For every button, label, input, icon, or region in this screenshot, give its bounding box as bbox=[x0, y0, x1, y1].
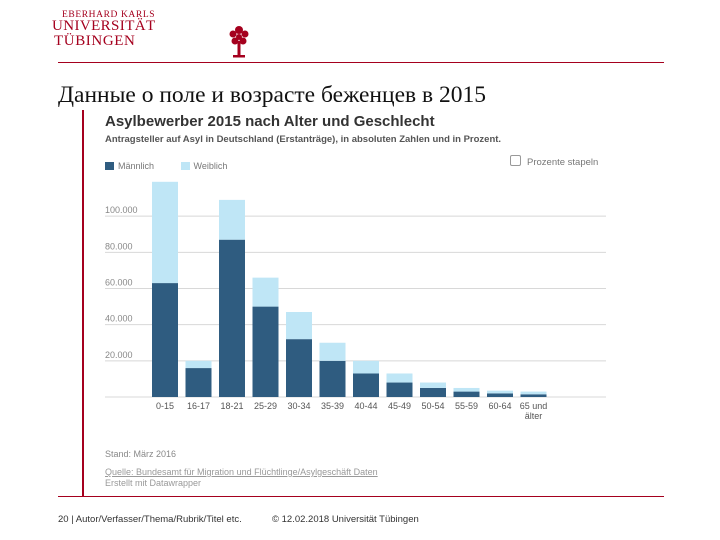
logo-line-2: UNIVERSITÄT bbox=[52, 18, 156, 34]
x-tick-label: älter bbox=[525, 411, 543, 421]
bar-female bbox=[420, 382, 446, 388]
y-tick-label: 100.000 bbox=[105, 205, 138, 215]
bar-female bbox=[353, 360, 379, 374]
bar-male bbox=[252, 306, 279, 397]
bar-male bbox=[319, 360, 346, 397]
bar-male bbox=[152, 283, 178, 397]
legend-item-male: Männlich bbox=[105, 161, 154, 171]
bar-male bbox=[487, 393, 513, 397]
x-tick-label: 18-21 bbox=[220, 401, 243, 411]
x-tick-label: 55-59 bbox=[455, 401, 478, 411]
y-tick-label: 60.000 bbox=[105, 278, 133, 288]
x-tick-label: 25-29 bbox=[254, 401, 277, 411]
bar-female bbox=[286, 312, 312, 340]
tree-emblem-icon bbox=[229, 26, 249, 58]
x-tick-label: 65 und bbox=[520, 401, 548, 411]
chart-title: Asylbewerber 2015 nach Alter und Geschle… bbox=[105, 113, 435, 130]
legend-item-female: Weiblich bbox=[180, 160, 228, 171]
legend-swatch-female bbox=[180, 161, 190, 170]
y-tick-label: 20.000 bbox=[105, 350, 133, 360]
header-divider bbox=[58, 62, 664, 63]
bar-male bbox=[453, 391, 480, 397]
bar-female bbox=[487, 390, 513, 394]
bar-male bbox=[185, 368, 212, 397]
bar-male bbox=[420, 387, 446, 397]
y-tick-label: 80.000 bbox=[105, 241, 133, 251]
slide-title: Данные о поле и возрасте беженцев в 2015 bbox=[58, 82, 486, 108]
logo-line-3: TÜBINGEN bbox=[54, 33, 136, 49]
x-tick-label: 30-34 bbox=[287, 401, 310, 411]
x-tick-label: 35-39 bbox=[321, 401, 344, 411]
footer-copyright: © 12.02.2018 Universität Tübingen bbox=[272, 514, 419, 525]
legend-swatch-male bbox=[105, 161, 114, 170]
footer-left-text: 20 | Autor/Verfasser/Thema/Rubrik/Titel … bbox=[58, 514, 242, 525]
source-link[interactable]: Quelle: Bundesamt für Migration und Flüc… bbox=[105, 467, 378, 477]
stack-percent-toggle[interactable]: Prozente stapeln bbox=[510, 155, 598, 168]
logo-line-1: EBERHARD KARLS bbox=[62, 10, 156, 20]
bar-female bbox=[252, 277, 279, 307]
bar-female bbox=[152, 181, 178, 284]
x-tick-label: 50-54 bbox=[421, 401, 444, 411]
x-tick-label: 0-15 bbox=[156, 401, 174, 411]
bar-male bbox=[353, 373, 379, 397]
x-tick-label: 16-17 bbox=[187, 401, 210, 411]
stack-percent-checkbox[interactable] bbox=[510, 155, 521, 166]
chart-subtitle: Antragsteller auf Asyl in Deutschland (E… bbox=[105, 134, 502, 145]
footer-divider bbox=[58, 496, 664, 497]
bar-male bbox=[286, 339, 312, 397]
x-tick-label: 60-64 bbox=[488, 401, 511, 411]
bar-female bbox=[520, 391, 547, 395]
stack-percent-label: Prozente stapeln bbox=[527, 157, 599, 168]
bar-male bbox=[386, 382, 413, 397]
x-tick-label: 45-49 bbox=[388, 401, 411, 411]
bar-female bbox=[386, 373, 413, 383]
created-with-note: Erstellt mit Datawrapper bbox=[105, 478, 202, 488]
university-logo: EBERHARD KARLS UNIVERSITÄT TÜBINGEN bbox=[52, 10, 249, 58]
bar-female bbox=[219, 199, 245, 240]
legend-label-female: Weiblich bbox=[193, 160, 228, 171]
bar-female bbox=[185, 360, 212, 369]
data-stand-note: Stand: März 2016 bbox=[105, 449, 177, 459]
y-tick-label: 40.000 bbox=[105, 314, 133, 324]
vertical-accent-rule bbox=[82, 110, 84, 496]
legend-label-male: Männlich bbox=[118, 160, 155, 171]
bar-female bbox=[319, 342, 346, 361]
x-tick-label: 40-44 bbox=[354, 401, 377, 411]
bar-female bbox=[453, 387, 480, 392]
chart-legend: Männlich Weiblich bbox=[105, 160, 251, 171]
bar-male bbox=[219, 239, 245, 397]
bar-male bbox=[520, 394, 547, 397]
